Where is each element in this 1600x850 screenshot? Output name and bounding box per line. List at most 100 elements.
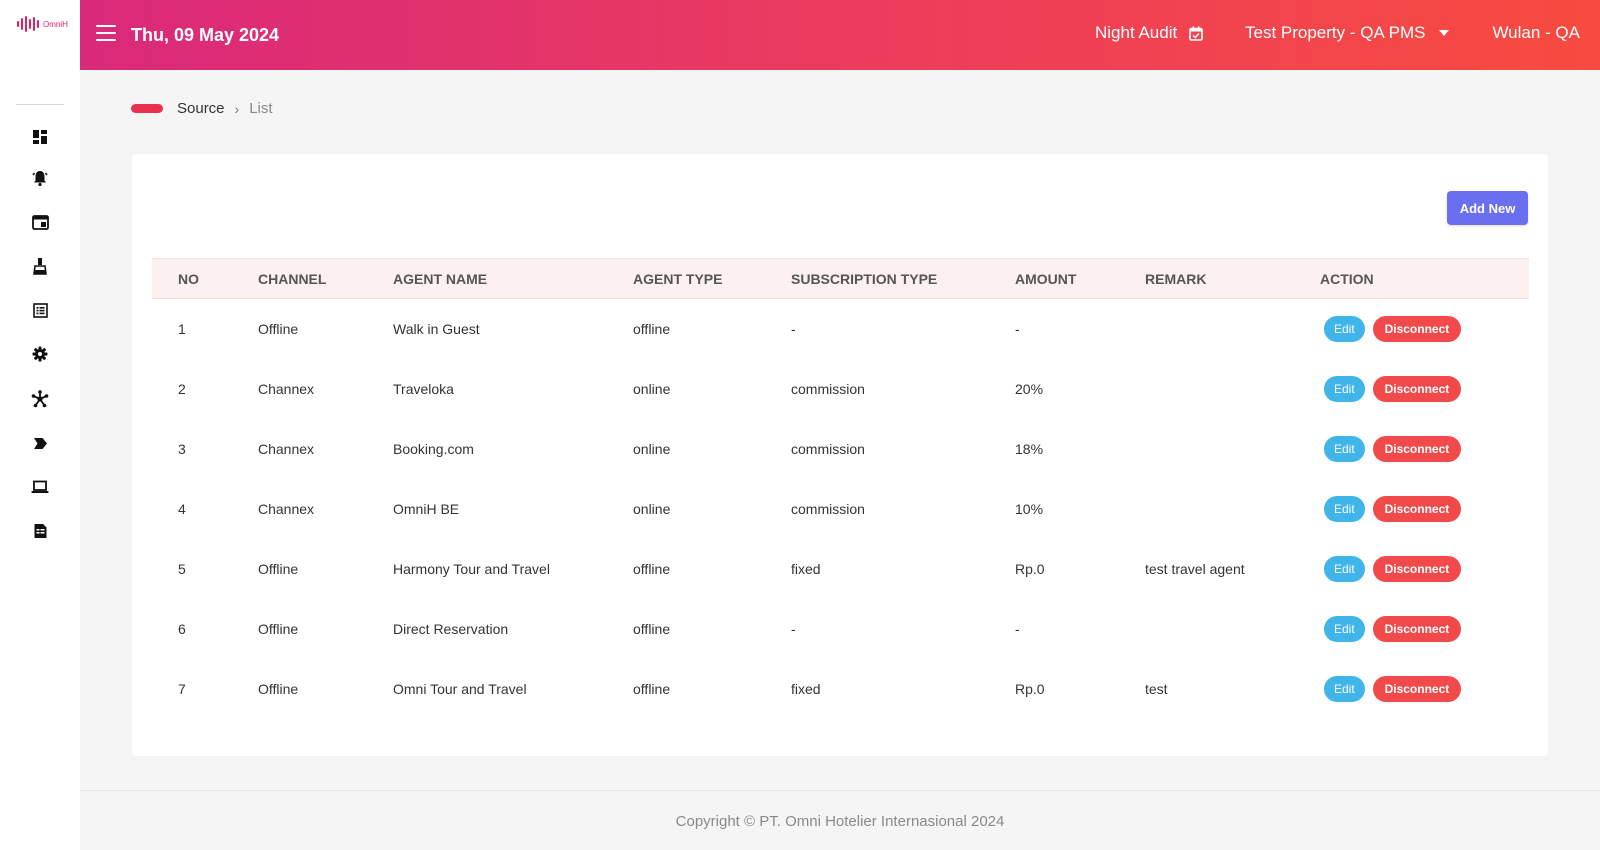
property-name: Test Property - QA PMS xyxy=(1245,23,1426,42)
table-header-row: NO CHANNEL AGENT NAME AGENT TYPE SUBSCRI… xyxy=(152,258,1529,299)
sidebar-item-channel[interactable] xyxy=(30,389,50,409)
cell-action: Edit Disconnect xyxy=(1294,599,1529,659)
app-logo[interactable]: OmniH xyxy=(17,16,68,32)
cell-remark: test travel agent xyxy=(1145,560,1245,577)
edit-button[interactable]: Edit xyxy=(1324,495,1365,522)
cell-subscription-type: commission xyxy=(791,440,865,457)
cell-agent-name: Omni Tour and Travel xyxy=(393,680,527,697)
breadcrumb-source[interactable]: Source xyxy=(177,100,225,117)
user-menu[interactable]: Wulan - QA xyxy=(1492,23,1580,42)
cell-amount: - xyxy=(1015,320,1020,337)
sidebar-item-housekeeping[interactable] xyxy=(30,256,50,276)
cell-channel: Offline xyxy=(258,620,299,637)
column-header-agent-type: AGENT TYPE xyxy=(607,258,765,299)
cell-remark xyxy=(1119,419,1294,479)
cell-action: Edit Disconnect xyxy=(1294,419,1529,479)
cell-channel: Offline xyxy=(258,560,299,577)
table-row: 7 Offline Omni Tour and Travel offline f… xyxy=(152,659,1529,719)
sidebar-item-frontdesk[interactable] xyxy=(30,477,50,497)
cell-remark xyxy=(1119,479,1294,539)
cell-amount: Rp.0 xyxy=(1015,680,1045,697)
breadcrumb: Source › List xyxy=(131,100,273,117)
cell-subscription-type: fixed xyxy=(791,680,821,697)
calendar-check-icon xyxy=(1189,26,1204,41)
cell-subscription-type: commission xyxy=(791,380,865,397)
sidebar-item-source[interactable] xyxy=(30,433,50,453)
table-row: 3 Channex Booking.com online commission … xyxy=(152,419,1529,479)
table-row: 6 Offline Direct Reservation offline - -… xyxy=(152,599,1529,659)
table-row: 5 Offline Harmony Tour and Travel offlin… xyxy=(152,539,1529,599)
disconnect-button[interactable]: Disconnect xyxy=(1372,375,1462,402)
sidebar-item-settings[interactable] xyxy=(30,344,50,364)
cell-amount: Rp.0 xyxy=(1015,560,1045,577)
cell-action: Edit Disconnect xyxy=(1294,479,1529,539)
column-header-action: ACTION xyxy=(1294,258,1529,299)
disconnect-button[interactable]: Disconnect xyxy=(1372,675,1462,702)
tag-icon xyxy=(33,437,47,449)
cell-agent-name: Walk in Guest xyxy=(393,320,480,337)
hamburger-menu-icon[interactable] xyxy=(96,25,116,41)
cell-agent-type: offline xyxy=(633,620,671,637)
edit-button[interactable]: Edit xyxy=(1324,375,1365,402)
sidebar-item-window[interactable] xyxy=(30,212,50,232)
disconnect-button[interactable]: Disconnect xyxy=(1372,315,1462,342)
disconnect-button[interactable]: Disconnect xyxy=(1372,495,1462,522)
column-header-no: NO xyxy=(152,258,232,299)
property-selector[interactable]: Test Property - QA PMS xyxy=(1245,23,1450,43)
sidebar-item-dashboard[interactable] xyxy=(30,127,50,147)
cell-channel: Offline xyxy=(258,680,299,697)
cell-amount: 20% xyxy=(1015,380,1044,397)
add-new-button[interactable]: Add New xyxy=(1447,191,1528,225)
top-header: Thu, 09 May 2024 Night Audit Test Proper… xyxy=(80,0,1600,70)
cell-agent-name: OmniH BE xyxy=(393,500,460,517)
night-audit-label: Night Audit xyxy=(1095,23,1178,42)
cell-remark xyxy=(1119,599,1294,659)
cell-agent-type: online xyxy=(633,380,671,397)
cell-remark xyxy=(1119,359,1294,419)
cell-no: 2 xyxy=(178,380,186,397)
cell-channel: Offline xyxy=(258,320,299,337)
cell-no: 6 xyxy=(178,620,186,637)
cell-agent-type: offline xyxy=(633,320,671,337)
cell-agent-name: Harmony Tour and Travel xyxy=(393,560,550,577)
source-table: NO CHANNEL AGENT NAME AGENT TYPE SUBSCRI… xyxy=(152,258,1529,719)
cell-no: 7 xyxy=(178,680,186,697)
column-header-amount: AMOUNT xyxy=(989,258,1119,299)
cell-subscription-type: - xyxy=(791,320,796,337)
source-list-card: Add New NO CHANNEL AGENT NAME AGENT TYPE… xyxy=(132,154,1548,756)
edit-button[interactable]: Edit xyxy=(1324,435,1365,462)
table-row: 1 Offline Walk in Guest offline - - Edit… xyxy=(152,299,1529,359)
bell-icon xyxy=(32,171,48,187)
list-icon xyxy=(32,302,48,318)
cell-agent-type: offline xyxy=(633,560,671,577)
sidebar-item-list[interactable] xyxy=(30,300,50,320)
edit-button[interactable]: Edit xyxy=(1324,615,1365,642)
cell-action: Edit Disconnect xyxy=(1294,539,1529,599)
window-icon xyxy=(31,214,49,230)
edit-button[interactable]: Edit xyxy=(1324,555,1365,582)
edit-button[interactable]: Edit xyxy=(1324,315,1365,342)
column-header-subscription-type: SUBSCRIPTION TYPE xyxy=(765,258,989,299)
disconnect-button[interactable]: Disconnect xyxy=(1372,435,1462,462)
night-audit-button[interactable]: Night Audit xyxy=(1095,23,1204,43)
disconnect-button[interactable]: Disconnect xyxy=(1372,555,1462,582)
cell-no: 5 xyxy=(178,560,186,577)
cell-remark: test xyxy=(1145,680,1168,697)
column-header-agent-name: AGENT NAME xyxy=(367,258,607,299)
current-date: Thu, 09 May 2024 xyxy=(131,25,280,45)
flask-icon xyxy=(33,258,47,275)
cell-subscription-type: fixed xyxy=(791,560,821,577)
sidebar-item-reports[interactable] xyxy=(30,521,50,541)
sidebar-item-notifications[interactable] xyxy=(30,168,50,188)
dashboard-icon xyxy=(33,130,47,144)
cell-agent-name: Booking.com xyxy=(393,440,474,457)
cell-amount: 18% xyxy=(1015,440,1044,457)
cell-subscription-type: commission xyxy=(791,500,865,517)
cell-channel: Channex xyxy=(258,380,315,397)
disconnect-button[interactable]: Disconnect xyxy=(1372,615,1462,642)
cell-no: 4 xyxy=(178,500,186,517)
cell-agent-type: offline xyxy=(633,680,671,697)
edit-button[interactable]: Edit xyxy=(1324,675,1365,702)
cell-action: Edit Disconnect xyxy=(1294,359,1529,419)
cell-action: Edit Disconnect xyxy=(1294,299,1529,359)
